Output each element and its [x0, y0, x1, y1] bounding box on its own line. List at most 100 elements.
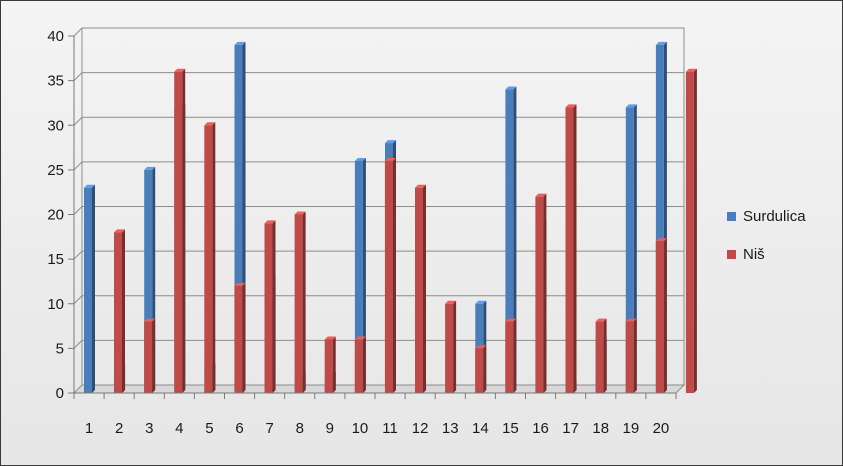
- x-tick-label: 14: [472, 420, 489, 437]
- x-tick-label: 10: [352, 420, 369, 437]
- legend: Surdulica Niš: [727, 206, 806, 282]
- bar-top: [354, 336, 366, 340]
- bar-front: [535, 196, 544, 393]
- bar-front: [505, 321, 514, 393]
- bar-top: [354, 157, 366, 161]
- bar-front: [625, 107, 634, 394]
- bar-2-14: [505, 318, 517, 393]
- bar-1-10: [354, 157, 366, 393]
- bar-top: [655, 41, 667, 45]
- x-tick-label: 3: [145, 420, 153, 437]
- x-tick-label: 16: [532, 420, 549, 437]
- bar-side: [633, 318, 637, 393]
- y-tick-label: 25: [47, 162, 64, 179]
- y-tick-label: 15: [47, 251, 64, 268]
- x-tick-label: 2: [115, 420, 123, 437]
- bar-2-16: [565, 104, 577, 394]
- bar-side: [693, 68, 697, 393]
- bar-top: [595, 318, 607, 322]
- bar-top: [324, 336, 336, 340]
- bar-2-17: [595, 318, 607, 393]
- x-tick-label: 13: [442, 420, 459, 437]
- bar-2-12: [445, 300, 457, 393]
- y-tick-label: 0: [56, 385, 64, 402]
- bar-2-7: [294, 211, 306, 393]
- bar-front: [415, 187, 423, 393]
- legend-label-series-1: Surdulica: [743, 207, 806, 225]
- bar-front: [144, 169, 153, 393]
- bar-2-15: [535, 193, 547, 393]
- bar-2-3: [174, 68, 186, 393]
- y-tick-label: 20: [47, 207, 64, 224]
- x-tick-label: 7: [265, 420, 273, 437]
- bar-1-1: [84, 184, 95, 393]
- bar-side: [92, 184, 95, 393]
- x-tick-label: 4: [175, 420, 183, 437]
- gridlines: [73, 27, 684, 349]
- bar-top: [234, 282, 246, 286]
- gridline-depth: [73, 340, 83, 349]
- bar-top: [294, 211, 306, 215]
- floor-plane: [72, 384, 686, 394]
- bar-front: [354, 160, 363, 393]
- x-tick-label: 6: [235, 420, 243, 437]
- bar-top: [385, 140, 396, 144]
- x-tick-label: 17: [562, 420, 579, 437]
- x-tick-label: 20: [653, 420, 670, 437]
- gridline-depth: [73, 161, 83, 171]
- bar-side: [362, 336, 366, 393]
- bar-2-19: [655, 238, 667, 393]
- x-tick-label: 15: [502, 420, 519, 437]
- y-tick-label: 40: [47, 28, 64, 45]
- bar-top: [384, 157, 396, 161]
- bar-front: [204, 125, 213, 393]
- x-tick-label: 5: [205, 420, 213, 437]
- bar-front: [685, 71, 694, 393]
- bar-side: [182, 68, 186, 393]
- bar-side: [212, 122, 216, 393]
- y-tick-label: 35: [47, 73, 64, 90]
- bar-2-1: [114, 229, 125, 393]
- bar-front: [354, 339, 363, 393]
- legend-item-series-2: Niš: [727, 244, 806, 264]
- gridline-depth: [73, 250, 83, 260]
- bar-side: [603, 318, 607, 393]
- bar-side: [543, 193, 547, 393]
- bar-top: [234, 41, 246, 45]
- bar-2-18: [625, 318, 637, 393]
- bar-2-8: [324, 336, 336, 393]
- bar-front: [445, 303, 454, 393]
- bar-front: [114, 232, 122, 393]
- bar-side: [362, 157, 366, 393]
- bar-front: [174, 71, 183, 393]
- bar-side: [392, 157, 396, 393]
- bar-front: [234, 44, 243, 394]
- bar-side: [423, 184, 426, 393]
- legend-label-series-2: Niš: [743, 245, 765, 263]
- bar-side: [483, 345, 487, 393]
- bar-top: [535, 193, 547, 197]
- y-axis: 0 5 10 15 20 25 30 35 40: [47, 28, 75, 402]
- bar-1-15: [505, 86, 517, 394]
- bar-top: [415, 184, 426, 188]
- gridline-depth: [73, 295, 83, 305]
- bar-2-5: [234, 282, 246, 393]
- x-tick-label: 8: [296, 420, 304, 437]
- bar-front: [475, 348, 484, 393]
- bar-2-9: [354, 336, 366, 393]
- bar-front: [565, 107, 574, 394]
- bar-top: [174, 68, 186, 72]
- bar-top: [475, 345, 487, 349]
- bar-front: [505, 89, 514, 394]
- gridline-depth: [73, 27, 83, 37]
- bar-top: [264, 220, 276, 224]
- bar-front: [384, 160, 393, 393]
- x-tick-label: 1: [85, 420, 93, 437]
- bar-top: [114, 229, 125, 233]
- bar-top: [625, 318, 637, 322]
- x-tick-label: 11: [382, 420, 398, 437]
- bar-side: [573, 104, 577, 394]
- bar-2-6: [264, 220, 276, 393]
